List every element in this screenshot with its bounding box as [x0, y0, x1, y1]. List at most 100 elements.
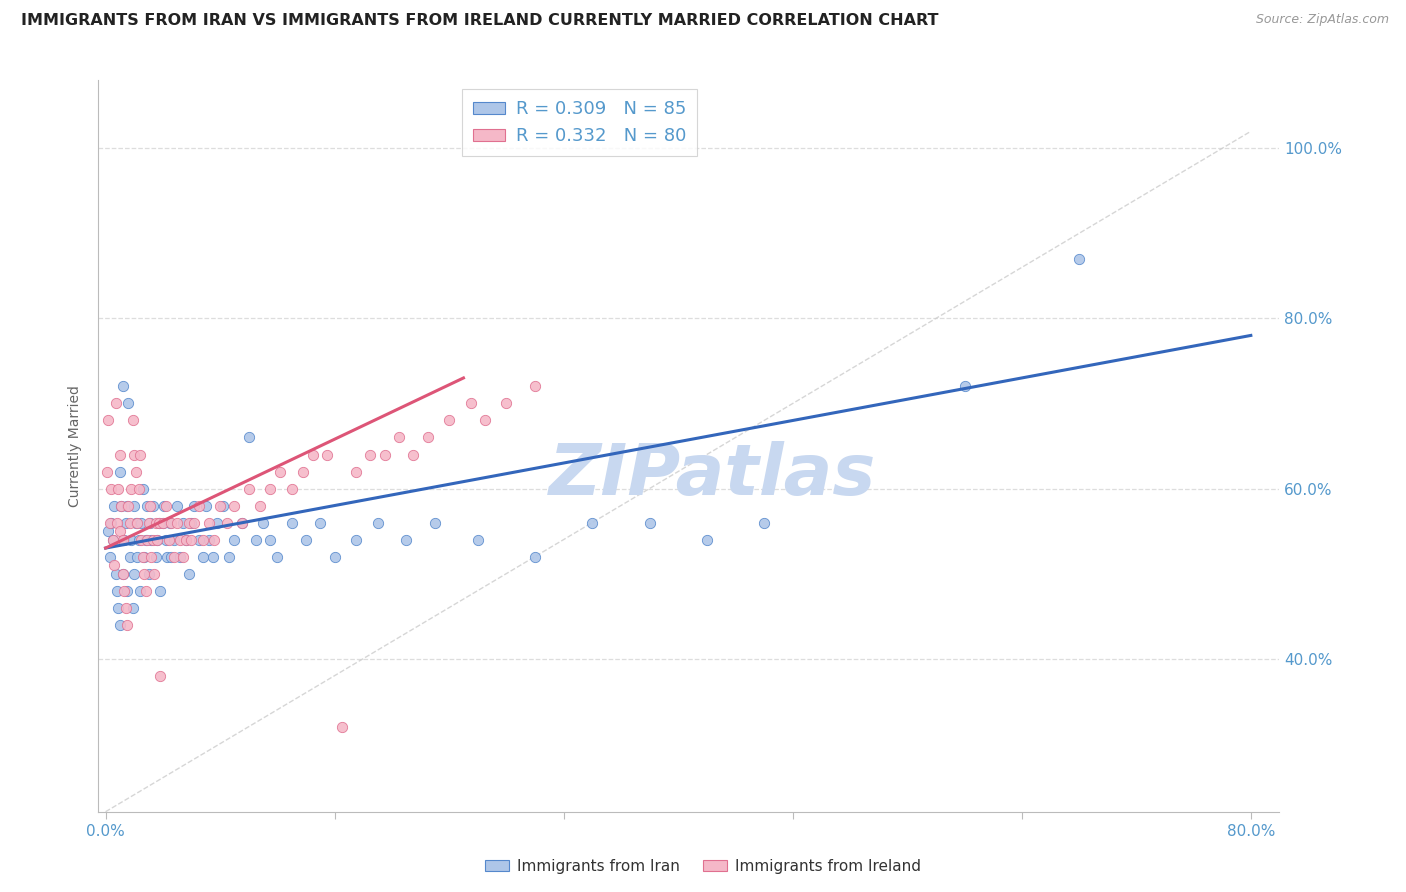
Point [160, 549, 183, 564]
Point [269, 465, 291, 479]
Point [209, 499, 232, 513]
Point [266, 549, 288, 564]
Point [142, 533, 165, 547]
Point [125, 516, 148, 530]
Point [122, 566, 145, 581]
Point [155, 499, 177, 513]
Point [395, 533, 418, 547]
Point [302, 448, 325, 462]
Point [117, 396, 139, 410]
Point [97, 524, 120, 538]
Legend: R = 0.309   N = 85, R = 0.332   N = 80: R = 0.309 N = 85, R = 0.332 N = 80 [461, 89, 697, 156]
Point [467, 533, 489, 547]
Point [163, 533, 186, 547]
Point [309, 516, 332, 530]
Point [194, 499, 217, 513]
Point [118, 549, 141, 564]
Point [134, 549, 156, 564]
Point [108, 448, 131, 462]
Point [231, 516, 253, 530]
Point [252, 516, 274, 530]
Point [139, 516, 162, 530]
Point [148, 516, 170, 530]
Point [217, 516, 239, 530]
Point [953, 379, 976, 393]
Point [437, 413, 460, 427]
Point [224, 499, 246, 513]
Point [187, 533, 209, 547]
Point [108, 617, 131, 632]
Point [177, 566, 200, 581]
Point [131, 516, 153, 530]
Point [177, 516, 200, 530]
Point [374, 448, 396, 462]
Point [115, 499, 138, 513]
Point [101, 533, 124, 547]
Point [100, 482, 122, 496]
Point [259, 482, 281, 496]
Point [141, 549, 163, 564]
Point [292, 465, 315, 479]
Point [129, 583, 152, 598]
Point [100, 516, 122, 530]
Point [110, 499, 132, 513]
Text: IMMIGRANTS FROM IRAN VS IMMIGRANTS FROM IRELAND CURRENTLY MARRIED CORRELATION CH: IMMIGRANTS FROM IRAN VS IMMIGRANTS FROM … [21, 13, 939, 29]
Point [114, 516, 136, 530]
Point [166, 499, 188, 513]
Point [172, 549, 194, 564]
Point [104, 566, 127, 581]
Point [122, 499, 145, 513]
Point [316, 448, 339, 462]
Point [197, 533, 219, 547]
Point [218, 549, 240, 564]
Point [139, 499, 162, 513]
Point [105, 583, 128, 598]
Point [117, 499, 139, 513]
Legend: Immigrants from Iran, Immigrants from Ireland: Immigrants from Iran, Immigrants from Ir… [479, 853, 927, 880]
Point [138, 566, 160, 581]
Point [295, 533, 318, 547]
Point [157, 533, 180, 547]
Point [172, 516, 194, 530]
Point [115, 617, 138, 632]
Point [344, 533, 367, 547]
Point [174, 533, 197, 547]
Point [148, 516, 170, 530]
Point [124, 516, 146, 530]
Point [134, 566, 156, 581]
Point [183, 499, 205, 513]
Point [103, 499, 125, 513]
Point [638, 516, 661, 530]
Point [344, 465, 367, 479]
Y-axis label: Currently Married: Currently Married [69, 385, 83, 507]
Point [259, 533, 281, 547]
Point [136, 499, 159, 513]
Point [105, 516, 128, 530]
Point [135, 583, 157, 598]
Point [135, 533, 157, 547]
Point [120, 533, 142, 547]
Point [169, 549, 191, 564]
Point [752, 516, 775, 530]
Point [108, 524, 131, 538]
Point [121, 600, 143, 615]
Point [107, 482, 129, 496]
Text: ZIPatlas: ZIPatlas [548, 441, 876, 509]
Point [280, 516, 302, 530]
Point [238, 430, 260, 444]
Point [112, 583, 135, 598]
Point [112, 533, 135, 547]
Point [132, 482, 155, 496]
Point [104, 396, 127, 410]
Point [330, 720, 353, 734]
Point [141, 533, 163, 547]
Point [416, 430, 439, 444]
Point [111, 566, 134, 581]
Point [124, 465, 146, 479]
Point [388, 430, 411, 444]
Point [155, 533, 177, 547]
Point [149, 583, 172, 598]
Point [245, 533, 267, 547]
Text: Source: ZipAtlas.com: Source: ZipAtlas.com [1256, 13, 1389, 27]
Point [111, 566, 134, 581]
